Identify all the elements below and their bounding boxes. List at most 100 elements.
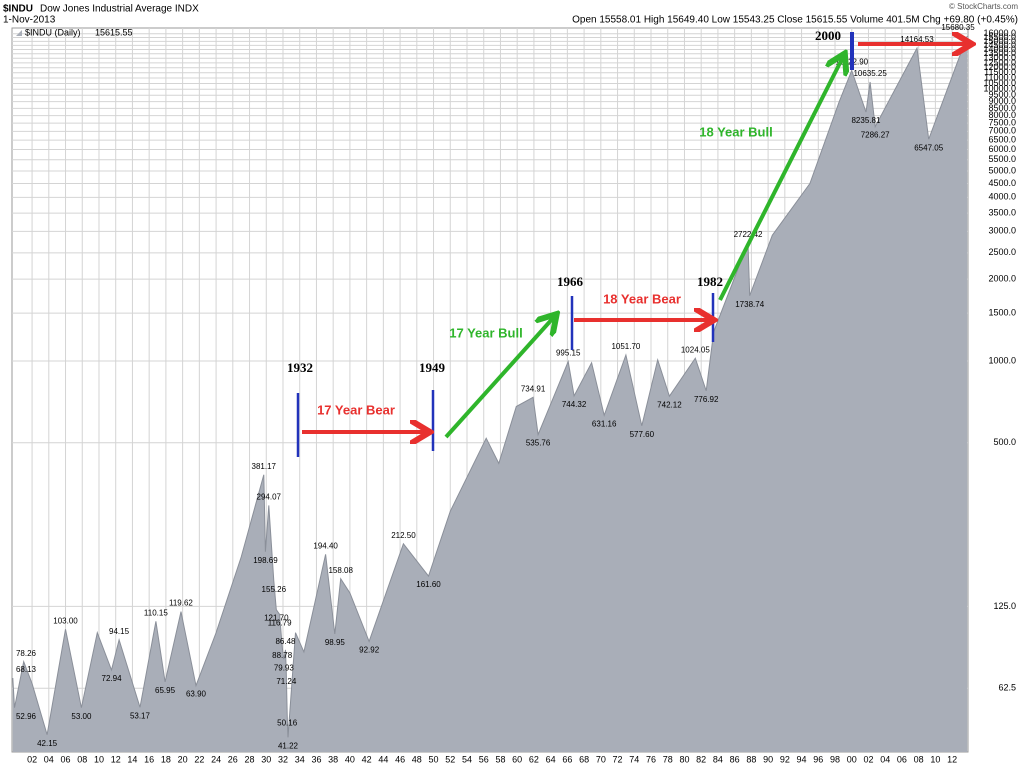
x-tick-label: 10 <box>94 754 104 764</box>
data-label: 14164.53 <box>900 35 934 44</box>
y-tick-label: 8500.0 <box>988 103 1016 113</box>
data-label: 6547.05 <box>914 143 943 152</box>
y-tick-label: 14500.0 <box>983 40 1016 50</box>
data-label: 10635.25 <box>853 69 887 78</box>
year-label: 1982 <box>697 274 723 289</box>
data-label: 381.17 <box>252 462 277 471</box>
x-tick-label: 34 <box>295 754 305 764</box>
x-tick-label: 30 <box>261 754 271 764</box>
x-tick-label: 70 <box>596 754 606 764</box>
data-label: 63.90 <box>186 690 207 699</box>
x-tick-label: 84 <box>713 754 723 764</box>
data-label: 294.07 <box>257 493 282 502</box>
arrow <box>718 57 843 301</box>
y-tick-label: 6000.0 <box>988 144 1016 154</box>
data-label: 198.69 <box>253 556 278 565</box>
year-label: 1949 <box>419 360 446 375</box>
x-tick-label: 50 <box>429 754 439 764</box>
y-tick-label: 15500.0 <box>983 32 1016 42</box>
data-label: 121.70 <box>264 614 289 623</box>
data-label: 8235.81 <box>851 116 880 125</box>
data-label: 995.15 <box>556 349 581 358</box>
y-tick-label: 4500.0 <box>988 178 1016 188</box>
x-tick-label: 36 <box>311 754 321 764</box>
x-tick-label: 26 <box>228 754 238 764</box>
phrase-label: 17 Year Bull <box>449 325 522 340</box>
x-tick-label: 02 <box>863 754 873 764</box>
x-tick-label: 86 <box>730 754 740 764</box>
year-label: 2000 <box>815 28 841 43</box>
x-tick-label: 04 <box>44 754 54 764</box>
data-label: 734.91 <box>521 384 546 393</box>
data-label: 1024.05 <box>681 345 710 354</box>
x-tick-label: 22 <box>194 754 204 764</box>
data-label: 161.60 <box>416 580 441 589</box>
x-tick-label: 72 <box>613 754 623 764</box>
x-tick-label: 10 <box>930 754 940 764</box>
x-tick-label: 64 <box>546 754 556 764</box>
data-label: 88.78 <box>272 651 293 660</box>
y-tick-label: 10500.0 <box>983 78 1016 88</box>
x-tick-label: 40 <box>345 754 355 764</box>
data-label: 53.00 <box>71 712 92 721</box>
y-tick-label: 13000.0 <box>983 53 1016 63</box>
quote: Open 15558.01 High 15649.40 Low 15543.25… <box>572 15 1018 26</box>
y-tick-label: 125.0 <box>993 601 1016 611</box>
x-tick-label: 08 <box>914 754 924 764</box>
x-tick-label: 32 <box>278 754 288 764</box>
x-tick-label: 54 <box>462 754 472 764</box>
x-tick-label: 68 <box>579 754 589 764</box>
data-label: 110.15 <box>144 608 168 617</box>
y-tick-label: 62.5 <box>998 683 1016 693</box>
x-tick-label: 66 <box>562 754 572 764</box>
x-tick-label: 20 <box>178 754 188 764</box>
y-tick-label: 12500.0 <box>983 57 1016 67</box>
data-label: 535.76 <box>526 439 551 448</box>
data-label: 65.95 <box>155 686 176 695</box>
x-tick-label: 62 <box>529 754 539 764</box>
x-tick-label: 82 <box>696 754 706 764</box>
data-label: 158.08 <box>328 566 353 575</box>
credit: © StockCharts.com <box>949 2 1018 11</box>
phrase-label: 18 Year Bull <box>699 124 772 139</box>
data-label: 41.22 <box>278 741 299 750</box>
area-fill <box>12 36 968 753</box>
x-tick-label: 94 <box>797 754 807 764</box>
data-label: 742.12 <box>657 400 682 409</box>
x-tick-label: 60 <box>512 754 522 764</box>
year-label: 1932 <box>287 360 313 375</box>
data-label: 103.00 <box>53 616 78 625</box>
data-label: 776.92 <box>694 395 719 404</box>
x-tick-label: 48 <box>412 754 422 764</box>
y-tick-label: 15000.0 <box>983 36 1016 46</box>
data-label: 1051.70 <box>611 342 640 351</box>
y-tick-label: 13500.0 <box>983 48 1016 58</box>
x-tick-label: 02 <box>27 754 37 764</box>
y-tick-label: 5500.0 <box>988 154 1016 164</box>
x-tick-label: 88 <box>746 754 756 764</box>
x-tick-label: 92 <box>780 754 790 764</box>
x-tick-label: 06 <box>61 754 71 764</box>
data-label: 15680.35 <box>941 23 975 32</box>
data-label: 119.62 <box>169 599 193 608</box>
arrow <box>444 317 554 439</box>
x-tick-label: 42 <box>362 754 372 764</box>
data-label: 42.15 <box>37 739 58 748</box>
y-tick-label: 9000.0 <box>988 96 1016 106</box>
y-tick-label: 500.0 <box>993 437 1016 447</box>
x-tick-label: 56 <box>479 754 489 764</box>
chart-title: Dow Jones Industrial Average INDX <box>40 4 199 15</box>
y-tick-label: 11500.0 <box>984 67 1016 77</box>
x-tick-label: 78 <box>663 754 673 764</box>
data-label: 631.16 <box>592 419 617 428</box>
data-label: 68.13 <box>16 665 37 674</box>
x-tick-label: 74 <box>629 754 639 764</box>
y-tick-label: 2500.0 <box>988 247 1016 257</box>
data-label: 92.92 <box>359 646 380 655</box>
legend-icon <box>16 30 22 36</box>
x-tick-label: 58 <box>495 754 505 764</box>
data-label: 194.40 <box>313 541 338 550</box>
data-label: 86.48 <box>275 637 296 646</box>
data-label: 212.50 <box>391 531 416 540</box>
